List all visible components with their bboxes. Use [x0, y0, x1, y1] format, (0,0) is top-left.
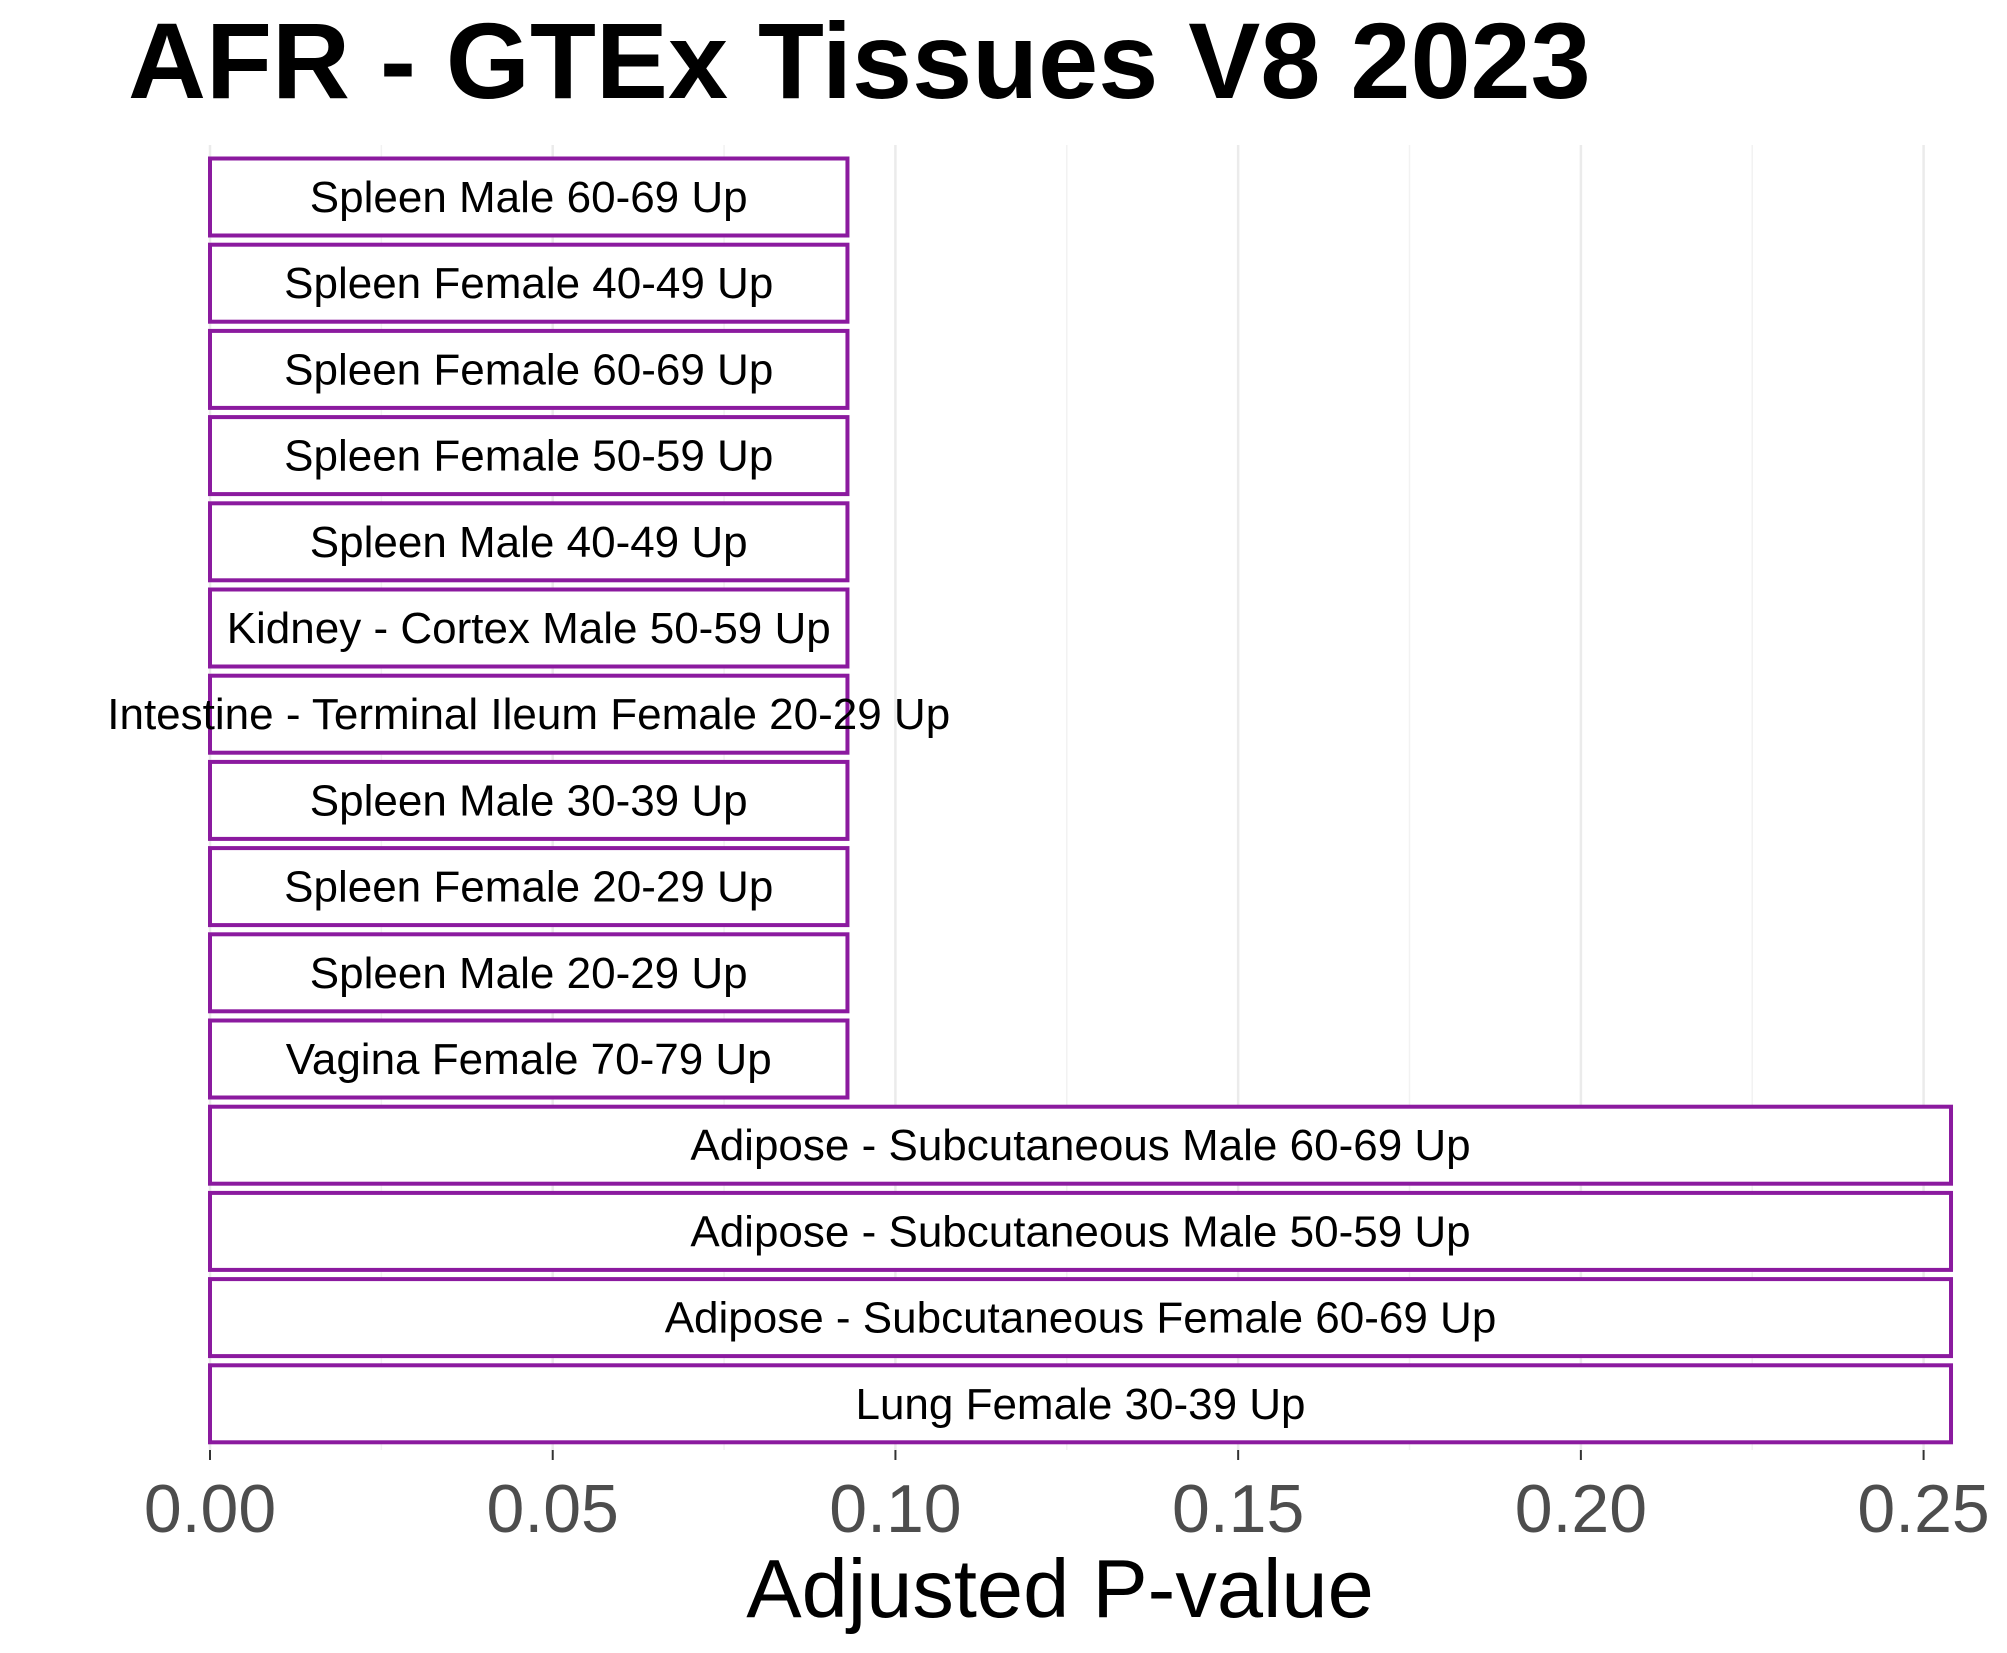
bar: [208, 932, 850, 1014]
bar-label: Spleen Male 20-29 Up: [310, 949, 748, 998]
bar: [208, 1018, 850, 1100]
bar-label: Spleen Female 50-59 Up: [284, 432, 773, 481]
chart-title: AFR - GTEx Tissues V8 2023: [128, 0, 1591, 121]
bar: [208, 1104, 1954, 1186]
bar: [208, 1363, 1954, 1445]
bar: [208, 673, 850, 755]
bar: [208, 1277, 1954, 1359]
bar: [208, 846, 850, 928]
x-tick-label: 0.10: [829, 1471, 961, 1547]
x-axis-ticks: 0.00 0.05 0.10 0.15 0.20 0.25: [144, 1471, 1990, 1547]
bar-label: Spleen Male 30-39 Up: [310, 776, 748, 825]
bar: [208, 156, 850, 238]
bar-label: Spleen Male 60-69 Up: [310, 173, 748, 222]
bar: [208, 587, 850, 669]
bar-label: Intestine - Terminal Ileum Female 20-29 …: [107, 690, 950, 739]
bar: [208, 501, 850, 583]
bar-label: Spleen Female 20-29 Up: [284, 863, 773, 912]
bar: [208, 415, 850, 497]
bar-label: Vagina Female 70-79 Up: [286, 1035, 772, 1084]
x-axis-title: Adjusted P-value: [746, 1542, 1374, 1635]
bar-label: Spleen Female 60-69 Up: [284, 345, 773, 394]
bar-label: Lung Female 30-39 Up: [855, 1380, 1305, 1429]
bar-label: Kidney - Cortex Male 50-59 Up: [227, 604, 831, 653]
bar-label: Adipose - Subcutaneous Male 50-59 Up: [690, 1207, 1470, 1256]
x-tick-label: 0.15: [1172, 1471, 1304, 1547]
bar: [208, 328, 850, 410]
bar: [208, 242, 850, 324]
x-tick-label: 0.05: [487, 1471, 619, 1547]
bar-label: Spleen Female 40-49 Up: [284, 259, 773, 308]
bar: [208, 1190, 1954, 1272]
x-tick-label: 0.00: [144, 1471, 276, 1547]
x-tick-label: 0.25: [1857, 1471, 1989, 1547]
x-tick-label: 0.20: [1515, 1471, 1647, 1547]
bars: Spleen Male 60-69 Up Spleen Female 40-49 …: [107, 156, 1954, 1445]
bar-label: Spleen Male 40-49 Up: [310, 518, 748, 567]
bar: [208, 759, 850, 841]
bar-label: Adipose - Subcutaneous Female 60-69 Up: [665, 1294, 1497, 1343]
bar-label: Adipose - Subcutaneous Male 60-69 Up: [690, 1121, 1470, 1170]
